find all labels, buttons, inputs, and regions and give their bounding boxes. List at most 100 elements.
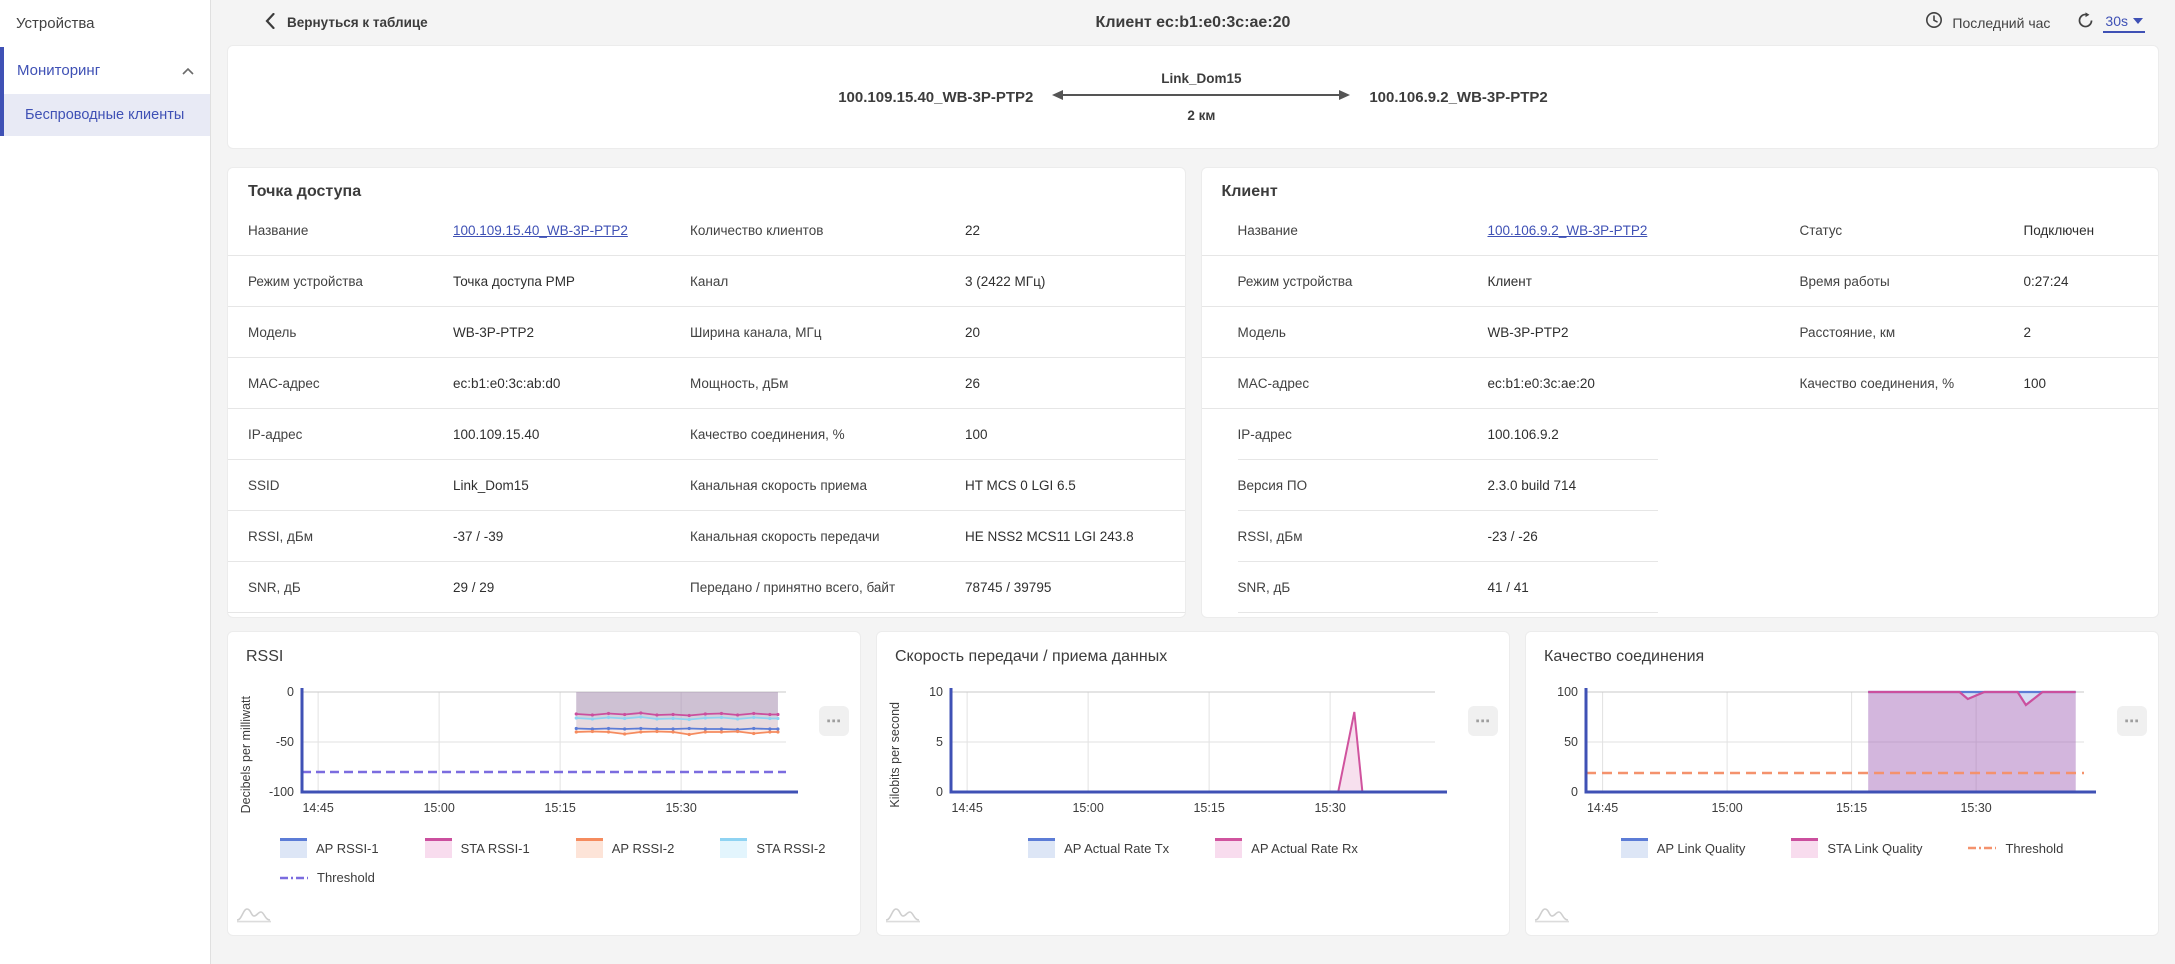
table-row: MAC-адрес ec:b1:e0:3c:ae:20 Качество соеди…	[1201, 358, 2158, 409]
legend-item[interactable]: Threshold	[1968, 841, 2063, 856]
legend-label: AP Actual Rate Tx	[1064, 840, 1170, 856]
info-label: SSID	[248, 477, 280, 493]
info-value: HT MCS 0 LGI 6.5	[965, 477, 1076, 493]
legend-item[interactable]: AP RSSI-1	[280, 838, 379, 858]
back-button[interactable]: Вернуться к таблице	[227, 12, 428, 32]
charts-row: RSSI Decibels per milliwatt 14:45 15:00 15…	[227, 631, 2159, 936]
legend-item[interactable]: AP Actual Rate Rx	[1215, 838, 1358, 858]
dashed-line-swatch	[1968, 846, 1997, 850]
legend-item[interactable]: AP Actual Rate Tx	[1028, 838, 1169, 858]
legend-item[interactable]: STA Link Quality	[1791, 838, 1922, 858]
svg-text:15:00: 15:00	[1072, 801, 1103, 815]
svg-text:15:00: 15:00	[423, 801, 454, 815]
double-arrow-icon	[1051, 88, 1351, 106]
legend-item[interactable]: Threshold	[280, 870, 375, 885]
legend-item[interactable]: STA RSSI-1	[424, 838, 530, 858]
chart-body: Decibels per milliwatt 14:45 15:00 15:15 15…	[228, 674, 860, 830]
table-row: IP-адрес 100.106.9.2	[1202, 409, 2159, 460]
topology-left-device: 100.109.15.40_WB-3P-PTP2	[838, 88, 1034, 106]
info-value: 100.109.15.40	[453, 426, 540, 442]
main-content: Вернуться к таблице Клиент ec:b1:e0:3c:a…	[211, 0, 2175, 964]
legend-row: AP Link Quality STA Link Quality Threshold	[1526, 838, 2158, 858]
info-label: Качество соединения, %	[1799, 375, 1955, 391]
legend-item[interactable]: AP RSSI-2	[575, 838, 674, 858]
info-label: IP-адрес	[1237, 427, 1292, 442]
svg-text:15:30: 15:30	[1314, 801, 1345, 815]
info-value: 26	[965, 375, 981, 391]
info-value: WB-3P-PTP2	[453, 324, 535, 340]
device-link[interactable]: 100.106.9.2_WB-3P-PTP2	[1487, 222, 1648, 238]
time-range-label[interactable]: Последний час	[1952, 14, 2051, 31]
table-row: SNR, дБ 29 / 29 Передано / принятно всего,…	[228, 562, 1185, 613]
legend-label: STA RSSI-1	[460, 840, 530, 856]
legend-swatch	[1215, 838, 1243, 858]
more-options-button[interactable]: ⋯	[1468, 706, 1498, 736]
table-row: Режим устройства Клиент Время работы 0:27:2…	[1201, 256, 2158, 307]
overview-wave-icon[interactable]	[236, 904, 274, 929]
svg-text:0: 0	[1571, 785, 1578, 799]
info-value: 100.106.9.2_WB-3P-PTP2	[1488, 223, 1800, 238]
legend-item[interactable]: AP Link Quality	[1620, 838, 1746, 858]
chart-legend: AP RSSI-1 STA RSSI-1 AP RSSI-2 STA RSSI-2 Th…	[228, 838, 860, 885]
sidebar-item-monitoring[interactable]: Мониторинг	[4, 47, 210, 94]
info-value: 20	[965, 324, 981, 340]
info-value: 29 / 29	[453, 579, 495, 595]
legend-label: STA Link Quality	[1827, 840, 1923, 856]
legend-swatch	[1791, 838, 1819, 858]
more-options-button[interactable]: ⋯	[2117, 706, 2147, 736]
overview-wave-icon[interactable]	[885, 904, 923, 929]
table-row: RSSI, дБм -37 / -39 Канальная скорость пер…	[228, 511, 1185, 562]
info-value: 22	[965, 222, 981, 238]
info-cards-row: Точка доступа Название 100.109.15.40_WB-3…	[227, 167, 2159, 618]
svg-text:0: 0	[936, 785, 943, 799]
info-label: Канал	[690, 273, 729, 289]
chart-body: 14:45 15:00 15:15 15:30 100 50 0	[1526, 674, 2158, 830]
clock-icon	[1925, 11, 1943, 34]
svg-text:5: 5	[936, 735, 943, 749]
info-label: SNR, дБ	[248, 579, 301, 595]
svg-text:15:30: 15:30	[665, 801, 696, 815]
svg-text:-100: -100	[269, 785, 294, 799]
overview-wave-icon[interactable]	[1534, 904, 1572, 929]
table-row: Модель WB-3P-PTP2 Расстояние, км 2	[1201, 307, 2158, 358]
info-value: 78745 / 39795	[965, 579, 1052, 595]
info-value: 41 / 41	[1487, 580, 1529, 595]
more-options-button[interactable]: ⋯	[819, 706, 849, 736]
info-label: MAC-адрес	[248, 375, 320, 391]
refresh-interval-select[interactable]: 30s	[2103, 13, 2145, 33]
info-value: 0:27:24	[2023, 273, 2069, 289]
legend-label: AP Link Quality	[1656, 840, 1746, 856]
info-label: Название	[1237, 222, 1298, 238]
info-value: 100	[2023, 375, 2047, 391]
access-point-card: Точка доступа Название 100.109.15.40_WB-3…	[227, 167, 1186, 618]
legend-label: STA RSSI-2	[756, 840, 826, 856]
info-value: ec:b1:e0:3c:ae:20	[1487, 375, 1595, 391]
table-row: MAC-адрес ec:b1:e0:3c:ab:d0 Мощность, дБм 2…	[228, 358, 1185, 409]
sidebar-group-monitoring: Мониторинг Беспроводные клиенты	[0, 47, 210, 136]
table-row: Модель WB-3P-PTP2 Ширина канала, МГц 20	[228, 307, 1185, 358]
rssi-chart-card: RSSI Decibels per milliwatt 14:45 15:00 15…	[227, 631, 861, 936]
refresh-icon[interactable]	[2077, 11, 2094, 34]
svg-text:15:15: 15:15	[1836, 801, 1867, 815]
svg-text:15:30: 15:30	[1960, 801, 1991, 815]
info-label: Передано / принятно всего, байт	[690, 579, 896, 595]
svg-text:50: 50	[1564, 735, 1578, 749]
info-label: IP-адрес	[248, 426, 303, 442]
chart-title: RSSI	[246, 648, 284, 665]
link-name: Link_Dom15	[1161, 71, 1242, 86]
sidebar-item-devices[interactable]: Устройства	[16, 15, 95, 32]
info-label: Качество соединения, %	[690, 426, 845, 442]
legend-swatch	[575, 838, 603, 858]
client-card: Клиент Название 100.106.9.2_WB-3P-PTP2 Ста…	[1200, 167, 2159, 618]
svg-text:10: 10	[929, 685, 943, 699]
back-button-label: Вернуться к таблице	[287, 15, 428, 30]
sidebar-item-wireless-clients[interactable]: Беспроводные клиенты	[4, 94, 210, 136]
table-row: Название 100.109.15.40_WB-3P-PTP2 Количест…	[228, 205, 1185, 256]
info-label: Статус	[1799, 222, 1843, 238]
table-row: Режим устройства Точка доступа PMP Канал 3 …	[228, 256, 1185, 307]
topology-link: Link_Dom15 2 км	[1051, 71, 1351, 123]
device-link[interactable]: 100.109.15.40_WB-3P-PTP2	[453, 222, 628, 238]
legend-item[interactable]: STA RSSI-2	[720, 838, 826, 858]
legend-swatch	[1620, 838, 1648, 858]
